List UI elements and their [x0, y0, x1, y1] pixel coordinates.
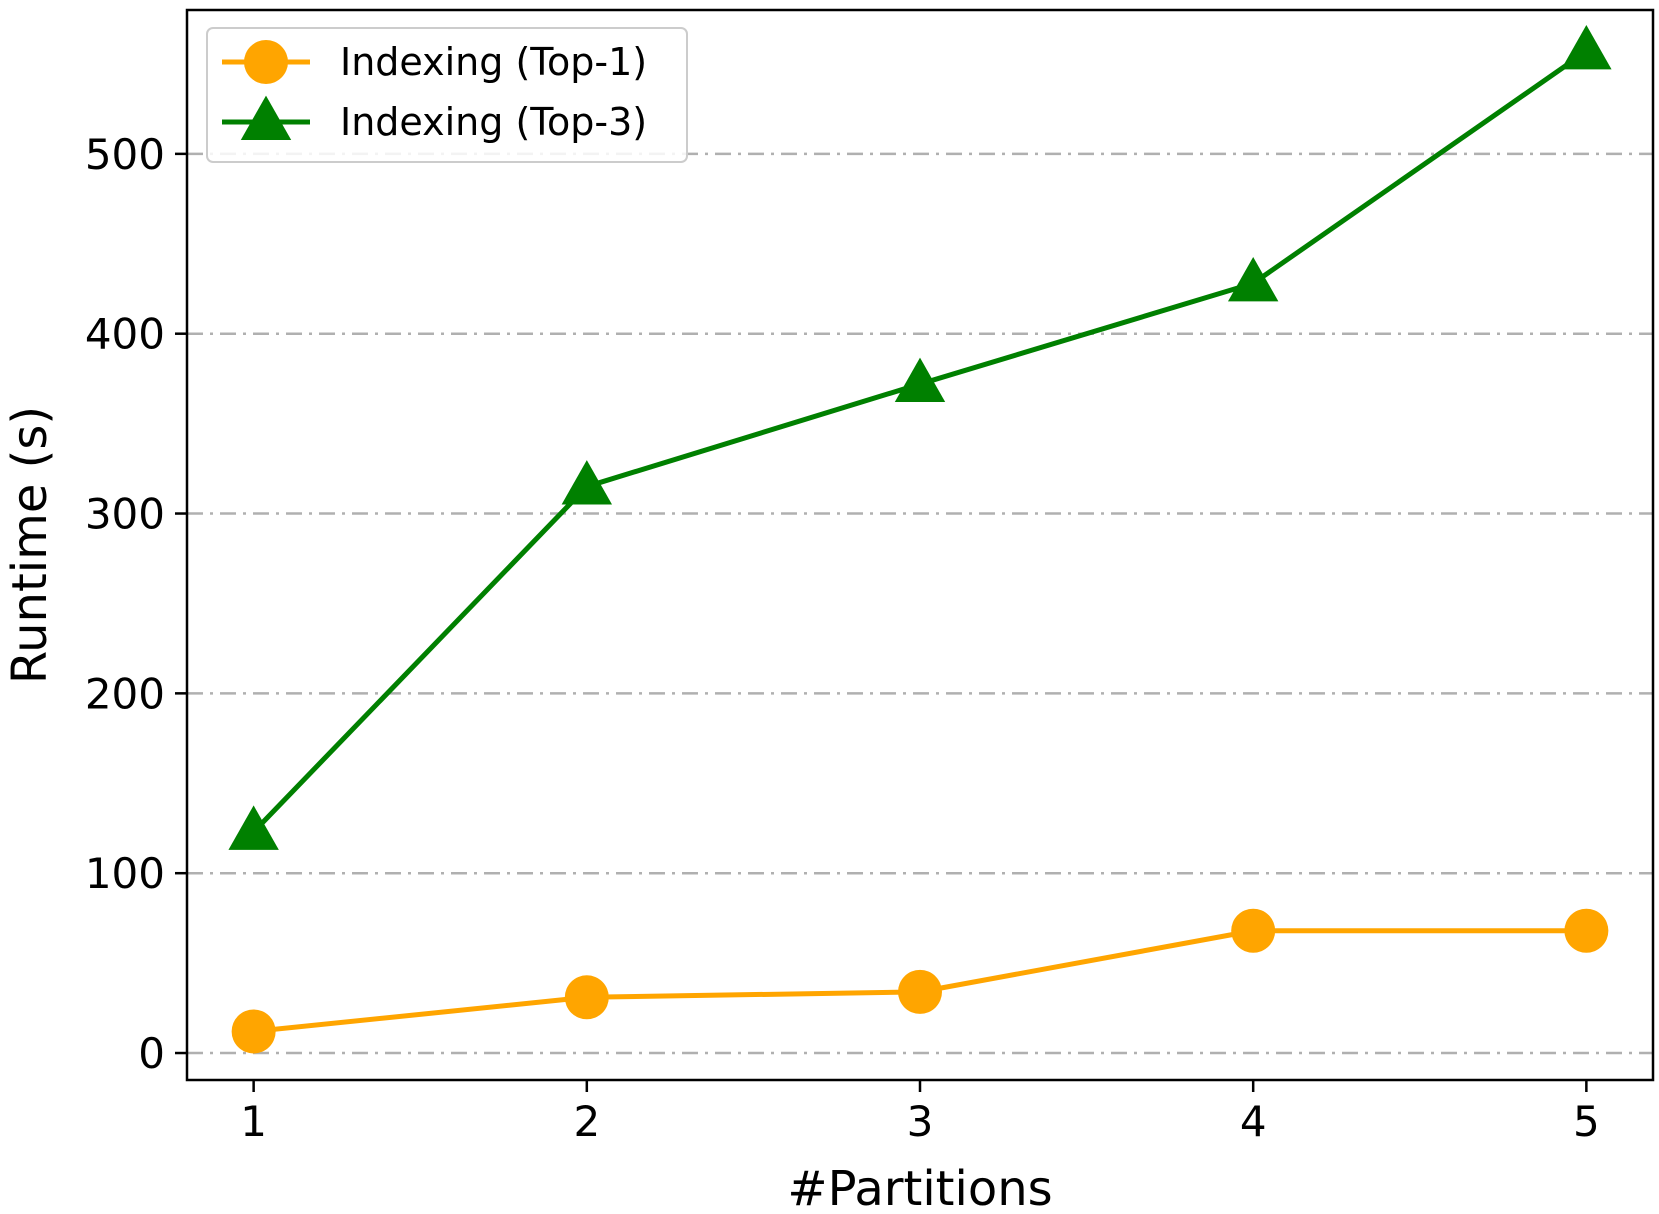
data-point: [1564, 908, 1609, 953]
y-tick-label: 500: [85, 130, 165, 179]
y-axis-label: Runtime (s): [2, 406, 58, 684]
series-2: [228, 24, 1612, 850]
data-point: [898, 969, 942, 1014]
legend: Indexing (Top-1) Indexing (Top-3): [206, 27, 688, 163]
data-point: [1231, 908, 1276, 953]
legend-box: [206, 27, 688, 163]
series-layer: [228, 24, 1612, 1054]
legend-marker: [240, 95, 292, 140]
series-1: [231, 908, 1609, 1054]
legend-item: Indexing (Top-3): [222, 95, 647, 144]
series-line: [251, 49, 1588, 834]
data-point: [228, 805, 279, 850]
legend-label: Indexing (Top-3): [340, 100, 647, 144]
x-tick-label: 1: [240, 1097, 267, 1146]
data-point: [1227, 256, 1279, 302]
legend-label: Indexing (Top-1): [340, 40, 647, 84]
x-tick-label: 5: [1573, 1097, 1600, 1146]
legend-item: Indexing (Top-1): [222, 40, 647, 84]
data-point: [231, 1009, 276, 1054]
y-tick-label: 0: [138, 1029, 165, 1078]
x-tick-label: 2: [573, 1097, 600, 1146]
legend-marker: [244, 40, 288, 84]
grid-lines: [187, 152, 1653, 1055]
data-point: [561, 460, 613, 505]
y-tick-label: 200: [85, 669, 165, 718]
data-point: [1561, 24, 1612, 70]
y-tick-label: 300: [85, 490, 165, 539]
plot-frame: [185, 8, 1655, 1082]
x-axis-label: #Partitions: [787, 1161, 1052, 1214]
data-point: [564, 975, 609, 1020]
data-point: [894, 357, 946, 403]
x-tick-label: 3: [907, 1097, 934, 1146]
axis-ticks: 0 100 200 300 400 500 1 2 3 4 5: [85, 130, 1600, 1146]
y-tick-label: 400: [85, 310, 165, 359]
x-tick-label: 4: [1240, 1097, 1267, 1146]
y-tick-label: 100: [85, 849, 165, 898]
